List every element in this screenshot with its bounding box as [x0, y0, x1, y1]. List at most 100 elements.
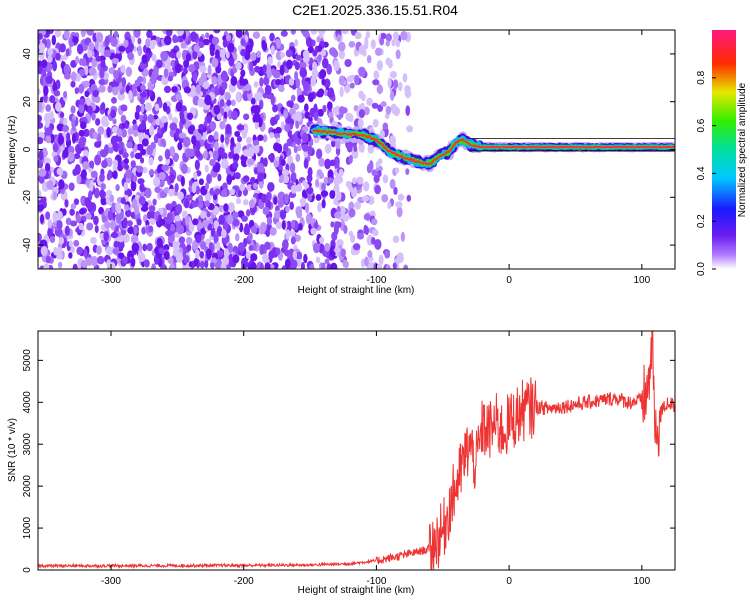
spectrogram-noise-cell — [382, 122, 389, 130]
spectrogram-noise-cell — [38, 88, 41, 96]
spectrogram-noise-cell — [139, 91, 147, 98]
spectrogram-noise-cell — [94, 95, 101, 104]
spectrogram-noise-cell — [309, 263, 315, 269]
spectrogram-signal-track — [312, 129, 675, 166]
spectrogram-noise-cell — [186, 243, 192, 252]
spectrogram-noise-cell — [45, 211, 51, 220]
spectrogram-noise-cell — [371, 218, 378, 226]
spectrogram-noise-cell — [203, 80, 210, 90]
spectrogram-noise-cell — [141, 54, 148, 64]
spectrogram-noise-cell — [360, 93, 366, 102]
spectrogram-noise-cell — [330, 262, 338, 269]
spectrogram-noise-cell — [143, 259, 150, 268]
snr-ylabel: SNR (10 * v/v) — [7, 418, 18, 482]
spectrogram-noise-cell — [202, 38, 210, 46]
spectrogram-noise-cell — [333, 184, 340, 193]
spectrogram-noise-cell — [279, 64, 285, 76]
spectrogram-noise-cell — [120, 64, 126, 73]
spectrogram-noise-cell — [123, 181, 129, 191]
spectrogram-noise-cell — [195, 185, 201, 195]
spectrogram-noise-cell — [273, 210, 282, 219]
spectrogram-noise-cell — [131, 198, 138, 210]
spectrogram-noise-cell — [366, 54, 372, 64]
spectrogram-noise-cell — [315, 193, 322, 201]
spectrogram-noise-cell — [371, 169, 378, 177]
spectrogram-noise-cell — [250, 97, 256, 105]
spectrogram-noise-cell — [321, 182, 326, 192]
spectrogram-noise-cell — [182, 136, 191, 148]
spectrogram-noise-cell — [205, 248, 212, 260]
spectrogram-noise-cell — [290, 30, 296, 35]
spectrogram-noise-cell — [192, 72, 198, 82]
spectrogram-noise-cell — [235, 62, 242, 70]
spectrogram-noise-cell — [52, 211, 58, 223]
spectrogram-noise-cell — [146, 30, 153, 39]
spectrogram-noise-cell — [280, 78, 285, 87]
spectrogram-noise-cell — [257, 172, 265, 182]
spectrogram-noise-cell — [285, 229, 291, 240]
spectrogram-noise-cell — [376, 60, 384, 71]
spectrogram-noise-cell — [202, 219, 209, 228]
spectrogram-noise-cell — [248, 244, 254, 251]
spectrogram-noise-cell — [307, 46, 314, 54]
spectrogram-noise-cell — [317, 54, 322, 63]
spectrogram-noise-cell — [145, 219, 150, 227]
spectrogram-noise-cell — [338, 75, 345, 86]
spectrogram-noise-cell — [57, 261, 63, 269]
spectrogram-noise-cell — [58, 179, 65, 190]
spectrogram-noise-cell — [177, 141, 183, 151]
spectrogram-noise-cell — [85, 97, 91, 106]
spectrogram-noise-cell — [111, 57, 120, 65]
spectrogram-noise-cell — [137, 178, 145, 185]
spectrogram-noise-cell — [336, 239, 344, 247]
spectrogram-noise-cell — [72, 36, 79, 44]
spectrogram-noise-cell — [392, 235, 400, 244]
spectrogram-noise-cell — [103, 49, 112, 58]
spectrogram-noise-cell — [339, 86, 344, 98]
spectrogram-noise-cell — [38, 232, 42, 242]
spectrogram-noise-cell — [176, 224, 185, 235]
spectrogram-noise-cell — [278, 85, 285, 93]
spectrogram-noise-cell — [358, 142, 364, 153]
spectrogram-noise-cell — [374, 184, 381, 195]
spectrogram-noise-cell — [80, 169, 87, 180]
spectrogram-noise-cell — [315, 148, 323, 160]
spectrogram-noise-cell — [138, 132, 143, 144]
snr-series-line — [38, 331, 675, 570]
spectrogram-noise-cell — [253, 182, 258, 190]
spectrogram-noise-cell — [235, 233, 240, 242]
spectrogram-noise-cell — [158, 247, 164, 254]
spectrogram-noise-cell — [163, 35, 172, 46]
spectrogram-noise-cell — [344, 261, 349, 269]
spectrogram-noise-cell — [296, 86, 302, 97]
spectrogram-noise-cell — [187, 125, 195, 135]
spectrogram-noise-cell — [285, 220, 293, 232]
spectrogram-noise-cell — [57, 210, 63, 221]
spectrogram-noise-cell — [211, 36, 220, 45]
chart-title: C2E1.2025.336.15.51.R04 — [292, 2, 458, 18]
spectrogram-noise-cell — [40, 245, 48, 256]
spectrogram-noise-cell — [319, 69, 327, 79]
spectrogram-noise-cell — [395, 201, 403, 208]
spectrogram-noise-cell — [333, 60, 340, 72]
spectrogram-noise-cell — [140, 104, 145, 114]
spectrogram-noise-cell — [256, 50, 262, 58]
spectrogram-noise-cell — [284, 258, 291, 269]
snr-background — [38, 331, 675, 570]
spectrogram-noise-cell — [132, 123, 139, 132]
spectrogram-noise-cell — [281, 169, 290, 176]
spectrogram-noise-cell — [381, 194, 389, 203]
spectrogram-noise-cell — [310, 75, 317, 87]
snr-ytick-label: 0 — [22, 567, 33, 573]
spectrogram-noise-cell — [86, 49, 93, 58]
spectrogram-noise-cell — [155, 36, 161, 43]
spectrogram-noise-cell — [132, 83, 137, 93]
spectrogram-noise-cell — [284, 123, 291, 133]
spectrogram-noise-cell — [281, 159, 286, 167]
spectrogram-noise-cell — [38, 204, 45, 211]
spectrogram-noise-cell — [127, 52, 135, 61]
spectrogram-noise-cell — [275, 78, 282, 86]
spectrogram-noise-cell — [75, 56, 80, 64]
spectrogram-noise-cell — [125, 209, 132, 218]
spectrogram-noise-cell — [402, 72, 408, 83]
